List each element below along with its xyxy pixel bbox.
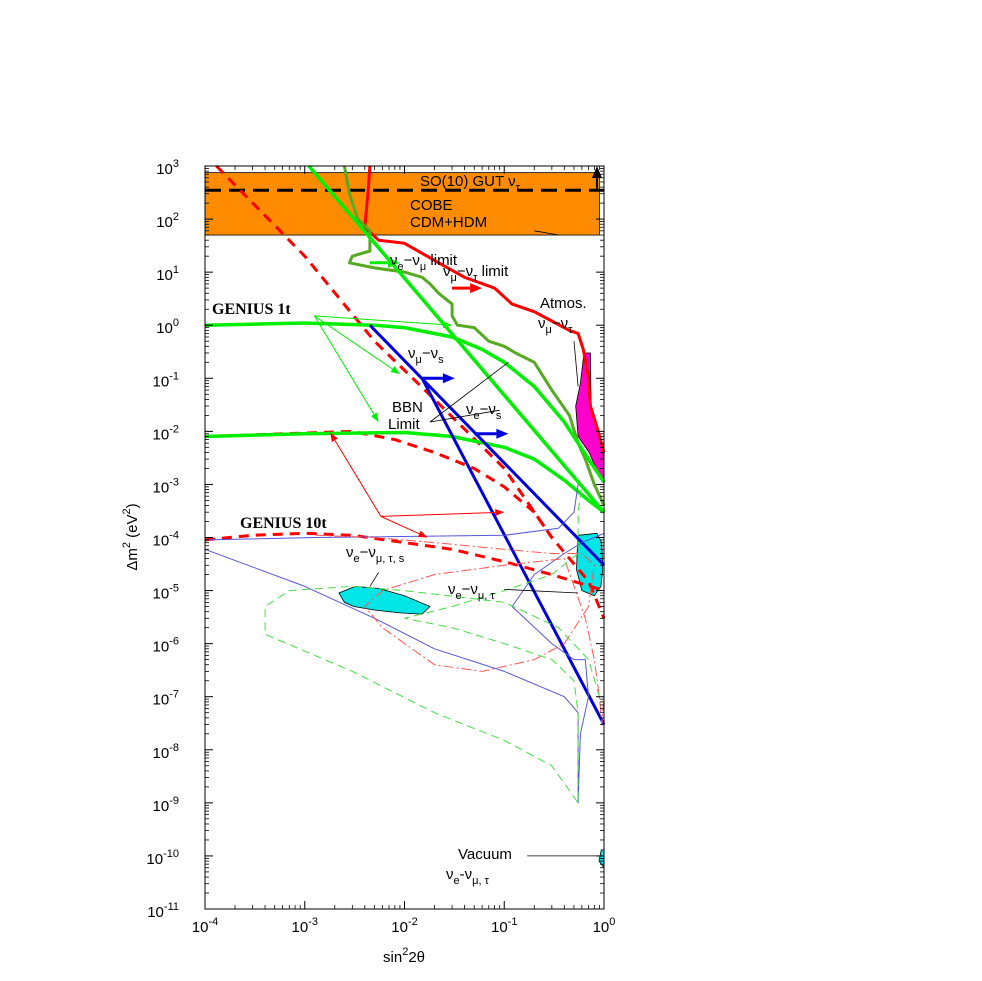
cdm-hdm-label: CDM+HDM — [410, 214, 487, 231]
genius10t-pointer-c — [380, 515, 428, 538]
thin-green-contour — [264, 484, 600, 804]
y-tick-label: 10-8 — [153, 742, 179, 762]
arrows-layer — [313, 166, 602, 538]
blue-numu-nus — [368, 324, 606, 567]
thin-red-contour — [316, 534, 605, 725]
vacuum-nue-mutau-label: νe-νμ, τ — [446, 866, 490, 887]
numu-nutau-arrow — [452, 283, 483, 294]
regions-layer — [204, 172, 605, 869]
numu-nus-arrow — [422, 373, 455, 384]
cobe-leader — [534, 230, 559, 236]
x-tick-label: 10-1 — [491, 916, 517, 936]
x-tick-label: 10-2 — [391, 916, 417, 936]
nue-numu-limit-label: νe−νμ limit — [390, 252, 458, 273]
thin-blue-contour — [204, 484, 605, 804]
red-dashed-steep — [215, 164, 606, 619]
ticks-layer: 103 102 101 100 10-1 10-2 10-3 10-4 10-5 10-6 10-7… — [146, 158, 615, 936]
y-tick-label: 10-1 — [153, 370, 179, 390]
nue-mutaus-leader — [369, 572, 379, 587]
green-genius-1t — [204, 321, 606, 484]
leaders-layer — [369, 230, 599, 857]
blue-nue-nus — [420, 377, 606, 726]
y-tick-label: 10-10 — [146, 848, 179, 868]
numu-nutau-limit-label: νμ−ντ limit — [443, 263, 509, 284]
genius1t-pointer-c — [313, 315, 379, 423]
genius-1t-label: GENIUS 1t — [212, 301, 291, 318]
y-tick-label: 10-3 — [153, 476, 179, 496]
green-nue-numu-limit — [342, 165, 606, 507]
nue-mutaus-label: νe−νμ, τ, s — [346, 544, 405, 565]
genius10t-pointer-b — [380, 508, 505, 517]
y-tick-label: 10-9 — [153, 795, 179, 815]
atmos-leader — [573, 341, 579, 387]
y-tick-label: 10-4 — [153, 530, 179, 550]
gut-label: SO(10) GUT ντ — [420, 173, 521, 194]
y-tick-label: 10-7 — [153, 689, 179, 709]
genius-10t-label: GENIUS 10t — [240, 515, 327, 532]
y-tick-label: 10-6 — [153, 636, 179, 656]
y-tick-label: 100 — [156, 317, 179, 337]
x-axis-label: sin22θ — [383, 946, 425, 966]
genius10t-pointer-a — [330, 432, 382, 517]
numu-nus-label: νμ−νs — [408, 345, 444, 366]
y-tick-label: 10-11 — [147, 901, 179, 921]
bbn-label: BBN — [392, 399, 423, 416]
y-tick-label: 10-5 — [153, 583, 179, 603]
nue-nus-arrow — [474, 428, 509, 439]
series-layer — [204, 164, 606, 804]
y-tick-label: 102 — [156, 211, 179, 231]
x-tick-label: 10-4 — [192, 916, 218, 936]
y-axis-label: Δm2 (eV2) — [121, 503, 141, 570]
nue-numu-arrow — [369, 257, 400, 268]
nue-mutau-label: νe−νμ, τ — [448, 581, 495, 602]
nue-nus-label: νe−νs — [466, 401, 502, 422]
cobe-band — [204, 172, 600, 236]
bbn-leader-a — [429, 361, 509, 423]
bbn-leader-b — [429, 409, 500, 423]
vacuum-label: Vacuum — [458, 846, 512, 863]
bbn-limit-label: Limit — [388, 416, 421, 433]
cobe-label: COBE — [410, 197, 453, 214]
atmos-label: Atmos. — [540, 295, 587, 312]
y-tick-label: 10-2 — [153, 423, 179, 443]
gut-arrow — [591, 166, 602, 191]
x-tick-label: 100 — [593, 916, 616, 936]
y-tick-label: 103 — [156, 158, 179, 178]
nue-numutau-leader — [504, 589, 579, 594]
x-tick-label: 10-3 — [292, 916, 318, 936]
genius1t-pointer-a — [314, 315, 453, 329]
y-tick-label: 101 — [156, 264, 179, 284]
red-numu-nutau-limit — [363, 165, 606, 453]
atmos-numu-nutau-label: νμ−ντ — [538, 315, 573, 336]
genius1t-pointer-b — [314, 315, 400, 375]
